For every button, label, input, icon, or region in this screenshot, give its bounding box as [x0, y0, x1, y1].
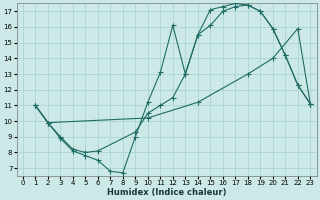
X-axis label: Humidex (Indice chaleur): Humidex (Indice chaleur) [107, 188, 226, 197]
